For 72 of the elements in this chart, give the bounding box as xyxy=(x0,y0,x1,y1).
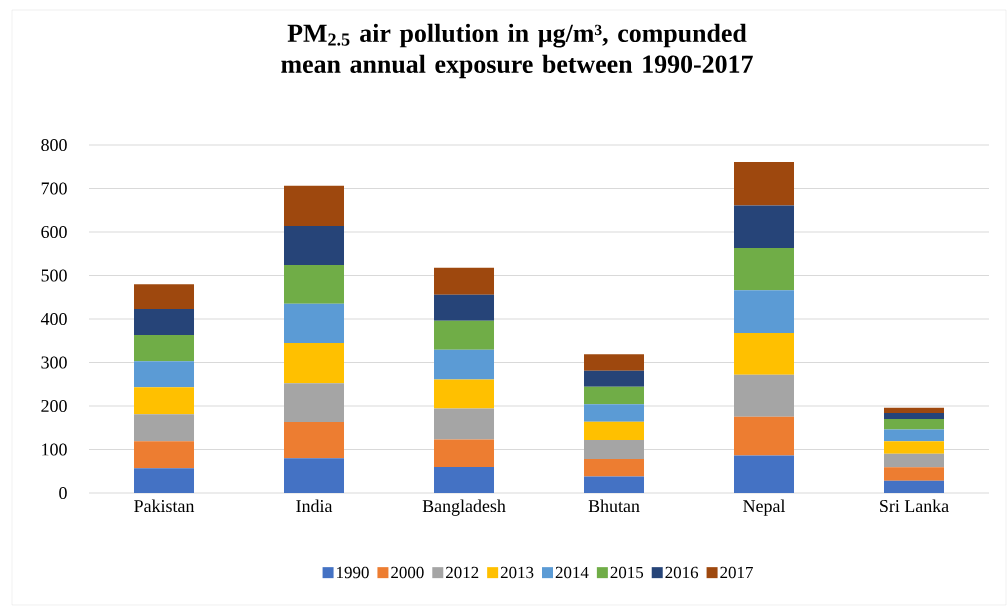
legend-label: 2000 xyxy=(391,566,424,579)
bar xyxy=(284,185,345,226)
bar xyxy=(884,412,944,420)
bar xyxy=(134,441,195,469)
x-tick-label: Sri Lanka xyxy=(880,499,949,513)
legend-label: 2017 xyxy=(720,566,753,579)
bar xyxy=(884,467,944,481)
bar xyxy=(734,455,795,493)
legend-label: 2015 xyxy=(610,566,644,579)
bar xyxy=(434,466,495,493)
bar xyxy=(134,468,195,493)
bar xyxy=(584,386,645,405)
bar xyxy=(734,332,795,375)
bar xyxy=(284,303,345,343)
bar xyxy=(434,379,495,409)
bar xyxy=(284,458,345,493)
bar xyxy=(584,459,645,477)
x-tick-label: Bangladesh xyxy=(422,499,506,516)
y-tick-label: 400 xyxy=(40,312,67,326)
bar xyxy=(884,453,944,468)
bar xyxy=(134,335,195,362)
bar xyxy=(284,342,345,384)
bar xyxy=(284,265,345,304)
bar xyxy=(734,161,795,206)
y-tick-label: 700 xyxy=(41,182,67,195)
bar xyxy=(284,383,345,423)
bar xyxy=(434,439,495,467)
bar xyxy=(734,416,795,456)
bar xyxy=(434,349,495,380)
legend-label: 2012 xyxy=(446,566,479,579)
bar xyxy=(434,408,495,440)
bar xyxy=(884,441,944,454)
bar xyxy=(134,308,195,336)
chart-title: PM$_{2.5}$ air pollution in µg/m³, compunded mean annual exposure between 1990-2017 xyxy=(281,23,753,79)
legend-label: 2016 xyxy=(665,566,699,579)
bar xyxy=(584,476,645,493)
y-tick-label: 0 xyxy=(59,486,67,500)
bar xyxy=(584,354,645,371)
bar xyxy=(734,205,795,249)
bar xyxy=(734,248,795,291)
bar xyxy=(584,370,645,387)
bar xyxy=(434,294,495,321)
bar xyxy=(584,404,645,422)
bar xyxy=(884,480,944,493)
legend-label: 1990 xyxy=(337,566,369,579)
y-tick-label: 300 xyxy=(41,356,67,369)
bar xyxy=(884,429,944,442)
bar xyxy=(284,422,345,459)
bar xyxy=(434,267,495,295)
bar xyxy=(584,439,645,460)
x-tick-label: Nepal xyxy=(743,499,786,516)
bar xyxy=(584,421,645,440)
x-tick-label: India xyxy=(296,499,333,513)
x-tick-label: Pakistan xyxy=(134,499,195,513)
legend-label: 2013 xyxy=(500,566,534,579)
bar xyxy=(134,414,195,442)
y-tick-label: 100 xyxy=(42,443,67,456)
bar xyxy=(134,284,195,309)
y-tick-label: 800 xyxy=(41,138,67,152)
y-tick-label: 200 xyxy=(41,399,67,413)
bar xyxy=(884,419,944,430)
y-tick-label: 600 xyxy=(41,225,67,239)
bar xyxy=(734,290,795,333)
x-tick-label: Bhutan xyxy=(588,499,640,513)
bar xyxy=(284,225,345,266)
legend-label: 2014 xyxy=(555,566,589,579)
bar xyxy=(134,387,195,415)
bar xyxy=(734,374,795,417)
y-tick-label: 500 xyxy=(41,269,67,282)
bar xyxy=(884,407,944,413)
bar xyxy=(134,361,195,388)
bar xyxy=(434,320,495,350)
